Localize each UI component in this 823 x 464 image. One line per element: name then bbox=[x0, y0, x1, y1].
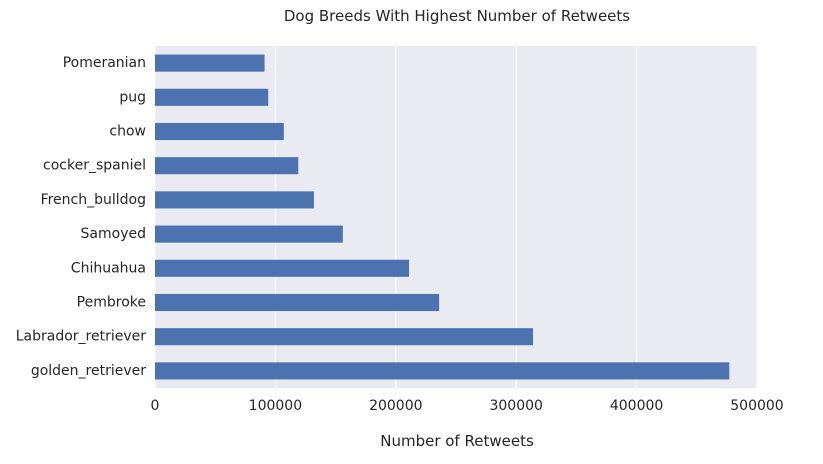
category-label-chow: chow bbox=[109, 124, 146, 140]
x-axis-label: Number of Retweets bbox=[380, 432, 534, 450]
category-labels: golden_retriever Labrador_retriever Pembro… bbox=[16, 55, 147, 379]
bar-cocker-spaniel bbox=[155, 157, 299, 175]
bar-pembroke bbox=[155, 293, 440, 312]
x-tick-label-4: 400000 bbox=[610, 398, 663, 414]
category-label-labrador-retriever: Labrador_retriever bbox=[16, 329, 147, 345]
x-tick-label-1: 100000 bbox=[249, 398, 302, 414]
bar-chow bbox=[155, 122, 284, 141]
chart-title: Dog Breeds With Highest Number of Retwee… bbox=[284, 7, 630, 25]
bar-pug bbox=[155, 88, 269, 106]
bar-samoyed bbox=[155, 225, 343, 243]
category-label-pembroke: Pembroke bbox=[77, 295, 146, 311]
category-label-pug: pug bbox=[119, 89, 146, 105]
category-label-french-bulldog: French_bulldog bbox=[41, 192, 146, 208]
bar-pomeranian bbox=[155, 54, 265, 72]
bars bbox=[155, 54, 730, 380]
category-label-chihuahua: Chihuahua bbox=[71, 260, 146, 276]
x-tick-label-3: 300000 bbox=[489, 398, 542, 414]
x-tick-label-0: 0 bbox=[151, 398, 160, 414]
bar-golden-retriever bbox=[155, 362, 730, 380]
x-tick-label-5: 500000 bbox=[730, 398, 783, 414]
bar-french-bulldog bbox=[155, 191, 314, 209]
category-label-samoyed: Samoyed bbox=[81, 226, 146, 242]
category-label-pomeranian: Pomeranian bbox=[63, 55, 146, 71]
x-tick-label-2: 200000 bbox=[369, 398, 422, 414]
x-tick-labels: 0 100000 200000 300000 400000 500000 bbox=[151, 398, 784, 414]
category-label-cocker-spaniel: cocker_spaniel bbox=[43, 158, 146, 174]
bar-chihuahua bbox=[155, 259, 410, 277]
bar-labrador-retriever bbox=[155, 328, 534, 346]
category-label-golden-retriever: golden_retriever bbox=[31, 363, 146, 379]
